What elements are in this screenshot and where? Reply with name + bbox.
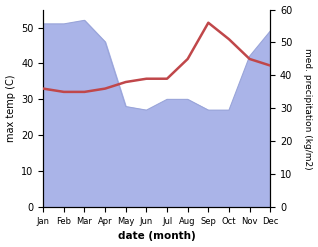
Y-axis label: med. precipitation (kg/m2): med. precipitation (kg/m2)	[303, 48, 313, 169]
X-axis label: date (month): date (month)	[118, 231, 196, 242]
Y-axis label: max temp (C): max temp (C)	[5, 75, 16, 142]
